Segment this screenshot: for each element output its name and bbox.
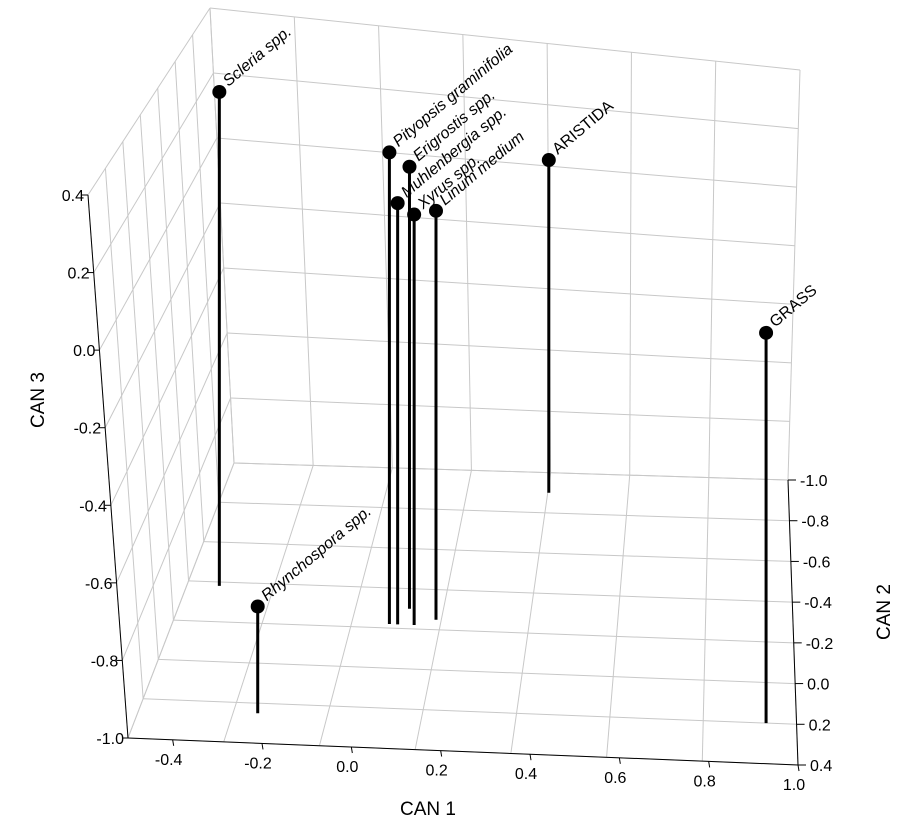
floor-xgrid — [318, 467, 393, 746]
data-point — [382, 145, 397, 160]
data-point — [250, 599, 265, 614]
z-tick-label: -0.6 — [85, 576, 113, 593]
y-tick-label: -1.0 — [800, 473, 828, 490]
back-wall-vgrid — [629, 52, 632, 476]
x-tick-label: 0.8 — [694, 773, 716, 790]
x-tick-mark — [261, 743, 264, 750]
z-tick-label: -0.2 — [74, 421, 102, 438]
y-tick-label: -0.2 — [806, 636, 834, 653]
z-tick-label: 0.4 — [62, 188, 84, 205]
floor-xgrid — [223, 465, 314, 743]
x-tick-label: -0.4 — [155, 752, 183, 769]
floor-ygrid — [188, 580, 793, 603]
back-wall-hgrid — [230, 397, 790, 422]
left-wall-vgrid — [209, 7, 235, 464]
z-tick-label: -0.8 — [91, 653, 119, 670]
x-axis-title: CAN 1 — [400, 799, 456, 820]
y-tick-label: 0.4 — [810, 758, 832, 775]
data-point — [402, 159, 417, 174]
x-tick-mark — [172, 739, 175, 746]
x-tick-mark — [797, 764, 800, 772]
back-wall-vgrid — [293, 16, 314, 466]
x-tick-label: -0.2 — [244, 755, 272, 772]
back-wall-vgrid — [708, 61, 717, 478]
data-point — [428, 203, 443, 218]
z-tick-label: 0.0 — [73, 343, 95, 360]
floor-ygrid — [158, 658, 796, 685]
left-wall-hgrid — [116, 332, 228, 584]
back-wall-hgrid — [220, 202, 795, 247]
left-wall-hgrid — [110, 267, 225, 506]
data-point — [390, 196, 405, 211]
drop-lines — [217, 91, 768, 724]
floor-xgrid — [127, 462, 235, 739]
axis-frame — [82, 194, 806, 772]
z-axis-title: CAN 3 — [28, 372, 49, 428]
left-wall-vgrid — [157, 88, 190, 581]
back-wall-hgrid — [213, 72, 799, 130]
left-wall-vgrid — [122, 141, 159, 660]
data-point — [407, 207, 422, 222]
left-wall-hgrid — [104, 202, 221, 428]
x-tick-label: 0.4 — [515, 766, 537, 783]
data-point — [759, 325, 774, 340]
x-tick-label: 0.2 — [426, 763, 448, 780]
left-wall-vgrid — [192, 34, 220, 503]
back-wall-hgrid — [223, 267, 794, 305]
left-wall-hgrid — [87, 7, 211, 196]
back-wall-hgrid — [216, 137, 797, 188]
x-axis-line — [127, 737, 799, 766]
y-tick-label: 0.0 — [807, 677, 829, 694]
floor-ygrid — [233, 462, 789, 481]
x-tick-mark — [618, 757, 621, 764]
grid-layer — [87, 7, 801, 766]
y-axis-title: CAN 2 — [874, 584, 895, 640]
z-tick-label: -1.0 — [96, 731, 124, 748]
left-wall-vgrid — [139, 114, 174, 621]
x-tick-mark — [440, 750, 443, 757]
x-tick-label: 1.0 — [783, 777, 805, 794]
point-label: Rhynchospora spp. — [258, 503, 375, 605]
x-tick-mark — [529, 754, 532, 761]
left-wall-vgrid — [104, 168, 144, 699]
point-label: ARISTIDA — [549, 97, 617, 158]
y-tick-label: -0.6 — [803, 554, 831, 571]
floor-ygrid — [173, 619, 794, 644]
floor-ygrid — [143, 698, 797, 725]
floor-xgrid — [606, 475, 631, 758]
y-tick-label: 0.2 — [809, 717, 831, 734]
x-tick-mark — [350, 746, 353, 754]
back-wall-vgrid — [462, 34, 472, 471]
x-tick-label: 0.6 — [604, 770, 626, 787]
back-wall-hgrid — [209, 7, 801, 71]
floor-ygrid — [203, 541, 791, 562]
floor-ygrid — [218, 501, 790, 522]
floor-xgrid — [510, 472, 552, 754]
left-wall-hgrid — [98, 137, 218, 351]
back-wall-vgrid — [787, 69, 801, 481]
y-tick-label: -0.8 — [801, 514, 829, 531]
x-tick-label: 0.0 — [336, 759, 358, 776]
z-tick-label: -0.4 — [79, 498, 107, 515]
data-point — [212, 84, 227, 99]
z-axis-line — [87, 194, 129, 739]
back-wall-hgrid — [227, 332, 792, 364]
left-wall-vgrid — [174, 61, 205, 542]
y-tick-label: -0.4 — [804, 595, 832, 612]
data-point — [541, 153, 556, 168]
x-tick-mark — [708, 761, 711, 768]
y-axis-line — [787, 479, 799, 766]
floor-xgrid — [701, 477, 710, 762]
floor-xgrid — [414, 470, 472, 750]
left-wall-hgrid — [93, 72, 214, 273]
data-points: Scleria spp. Pityopsis graminifoliaErigro… — [212, 23, 821, 614]
z-tick-label: 0.2 — [67, 266, 89, 283]
left-wall-hgrid — [121, 397, 232, 661]
tick-labels: -0.4 -0.2 0.0 0.2 0.4 0.6 0.8 1.0 -1.0 -0.8 -0.6 -0… — [62, 188, 834, 794]
